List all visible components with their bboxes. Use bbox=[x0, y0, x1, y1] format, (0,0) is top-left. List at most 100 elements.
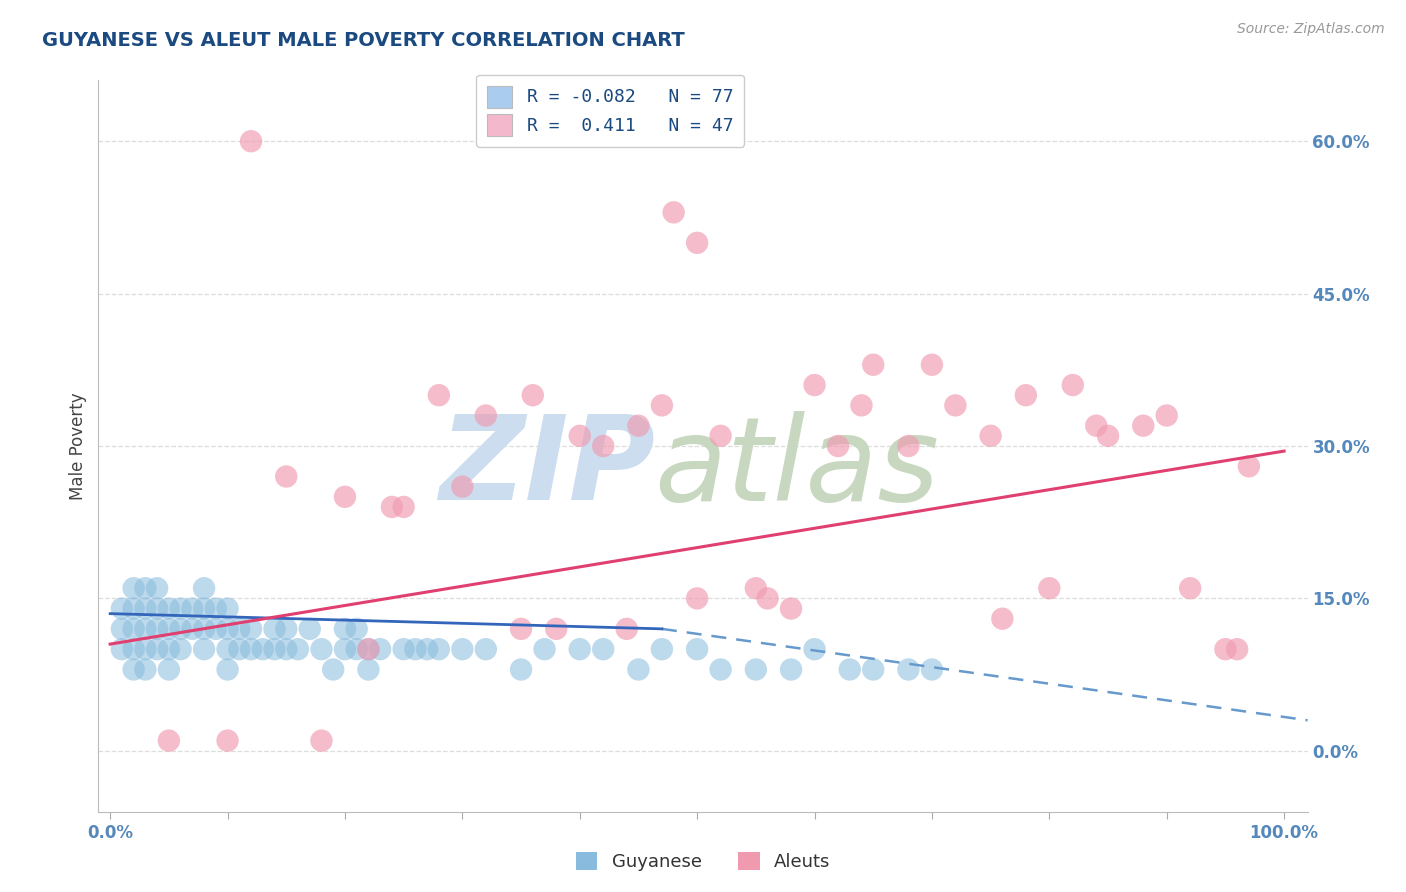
Point bbox=[134, 642, 156, 657]
Point bbox=[240, 622, 263, 636]
Point bbox=[146, 601, 169, 615]
Point bbox=[475, 642, 498, 657]
Point bbox=[780, 601, 803, 615]
Point bbox=[169, 622, 191, 636]
Legend: R = -0.082   N = 77, R =  0.411   N = 47: R = -0.082 N = 77, R = 0.411 N = 47 bbox=[477, 75, 744, 146]
Point bbox=[980, 429, 1002, 443]
Point bbox=[146, 642, 169, 657]
Point bbox=[780, 663, 803, 677]
Text: GUYANESE VS ALEUT MALE POVERTY CORRELATION CHART: GUYANESE VS ALEUT MALE POVERTY CORRELATI… bbox=[42, 31, 685, 50]
Point bbox=[169, 642, 191, 657]
Point bbox=[228, 622, 250, 636]
Point bbox=[122, 622, 145, 636]
Point bbox=[217, 601, 239, 615]
Point bbox=[157, 642, 180, 657]
Point bbox=[263, 622, 285, 636]
Point bbox=[662, 205, 685, 219]
Point bbox=[181, 601, 204, 615]
Point bbox=[1062, 378, 1084, 392]
Point bbox=[1085, 418, 1108, 433]
Point bbox=[157, 601, 180, 615]
Point bbox=[228, 642, 250, 657]
Point bbox=[169, 601, 191, 615]
Point bbox=[122, 581, 145, 595]
Point bbox=[862, 663, 884, 677]
Point bbox=[510, 663, 533, 677]
Point bbox=[427, 388, 450, 402]
Point bbox=[333, 490, 356, 504]
Point bbox=[592, 439, 614, 453]
Point bbox=[134, 601, 156, 615]
Point bbox=[111, 622, 134, 636]
Point bbox=[568, 429, 591, 443]
Text: ZIP: ZIP bbox=[439, 410, 655, 525]
Point bbox=[427, 642, 450, 657]
Point bbox=[287, 642, 309, 657]
Point bbox=[522, 388, 544, 402]
Point bbox=[193, 601, 215, 615]
Point bbox=[533, 642, 555, 657]
Point bbox=[217, 642, 239, 657]
Point bbox=[945, 398, 967, 412]
Point bbox=[451, 480, 474, 494]
Point bbox=[217, 663, 239, 677]
Point bbox=[1132, 418, 1154, 433]
Point bbox=[134, 663, 156, 677]
Point bbox=[803, 378, 825, 392]
Point bbox=[276, 469, 298, 483]
Point bbox=[392, 500, 415, 514]
Point bbox=[745, 663, 768, 677]
Point bbox=[1215, 642, 1237, 657]
Point bbox=[1180, 581, 1202, 595]
Point bbox=[392, 642, 415, 657]
Point bbox=[627, 418, 650, 433]
Point bbox=[346, 622, 368, 636]
Point bbox=[181, 622, 204, 636]
Point bbox=[240, 134, 263, 148]
Point bbox=[651, 642, 673, 657]
Point bbox=[627, 663, 650, 677]
Point bbox=[122, 601, 145, 615]
Point bbox=[568, 642, 591, 657]
Y-axis label: Male Poverty: Male Poverty bbox=[69, 392, 87, 500]
Point bbox=[651, 398, 673, 412]
Point bbox=[1237, 459, 1260, 474]
Point bbox=[616, 622, 638, 636]
Point bbox=[157, 733, 180, 747]
Point bbox=[111, 642, 134, 657]
Point bbox=[322, 663, 344, 677]
Point bbox=[686, 591, 709, 606]
Point bbox=[1038, 581, 1060, 595]
Point bbox=[851, 398, 873, 412]
Point bbox=[204, 622, 226, 636]
Point bbox=[193, 622, 215, 636]
Point bbox=[217, 622, 239, 636]
Point bbox=[510, 622, 533, 636]
Point bbox=[193, 642, 215, 657]
Point bbox=[134, 622, 156, 636]
Point bbox=[921, 358, 943, 372]
Point bbox=[157, 663, 180, 677]
Point bbox=[921, 663, 943, 677]
Point bbox=[827, 439, 849, 453]
Point bbox=[745, 581, 768, 595]
Point bbox=[710, 429, 733, 443]
Point bbox=[252, 642, 274, 657]
Point bbox=[193, 581, 215, 595]
Point bbox=[122, 663, 145, 677]
Point bbox=[368, 642, 391, 657]
Point bbox=[263, 642, 285, 657]
Point bbox=[276, 642, 298, 657]
Point bbox=[546, 622, 568, 636]
Point bbox=[217, 733, 239, 747]
Point bbox=[381, 500, 404, 514]
Point bbox=[991, 612, 1014, 626]
Point bbox=[451, 642, 474, 657]
Point bbox=[333, 622, 356, 636]
Point bbox=[756, 591, 779, 606]
Point bbox=[122, 642, 145, 657]
Point bbox=[897, 663, 920, 677]
Point bbox=[298, 622, 321, 636]
Point bbox=[111, 601, 134, 615]
Point bbox=[897, 439, 920, 453]
